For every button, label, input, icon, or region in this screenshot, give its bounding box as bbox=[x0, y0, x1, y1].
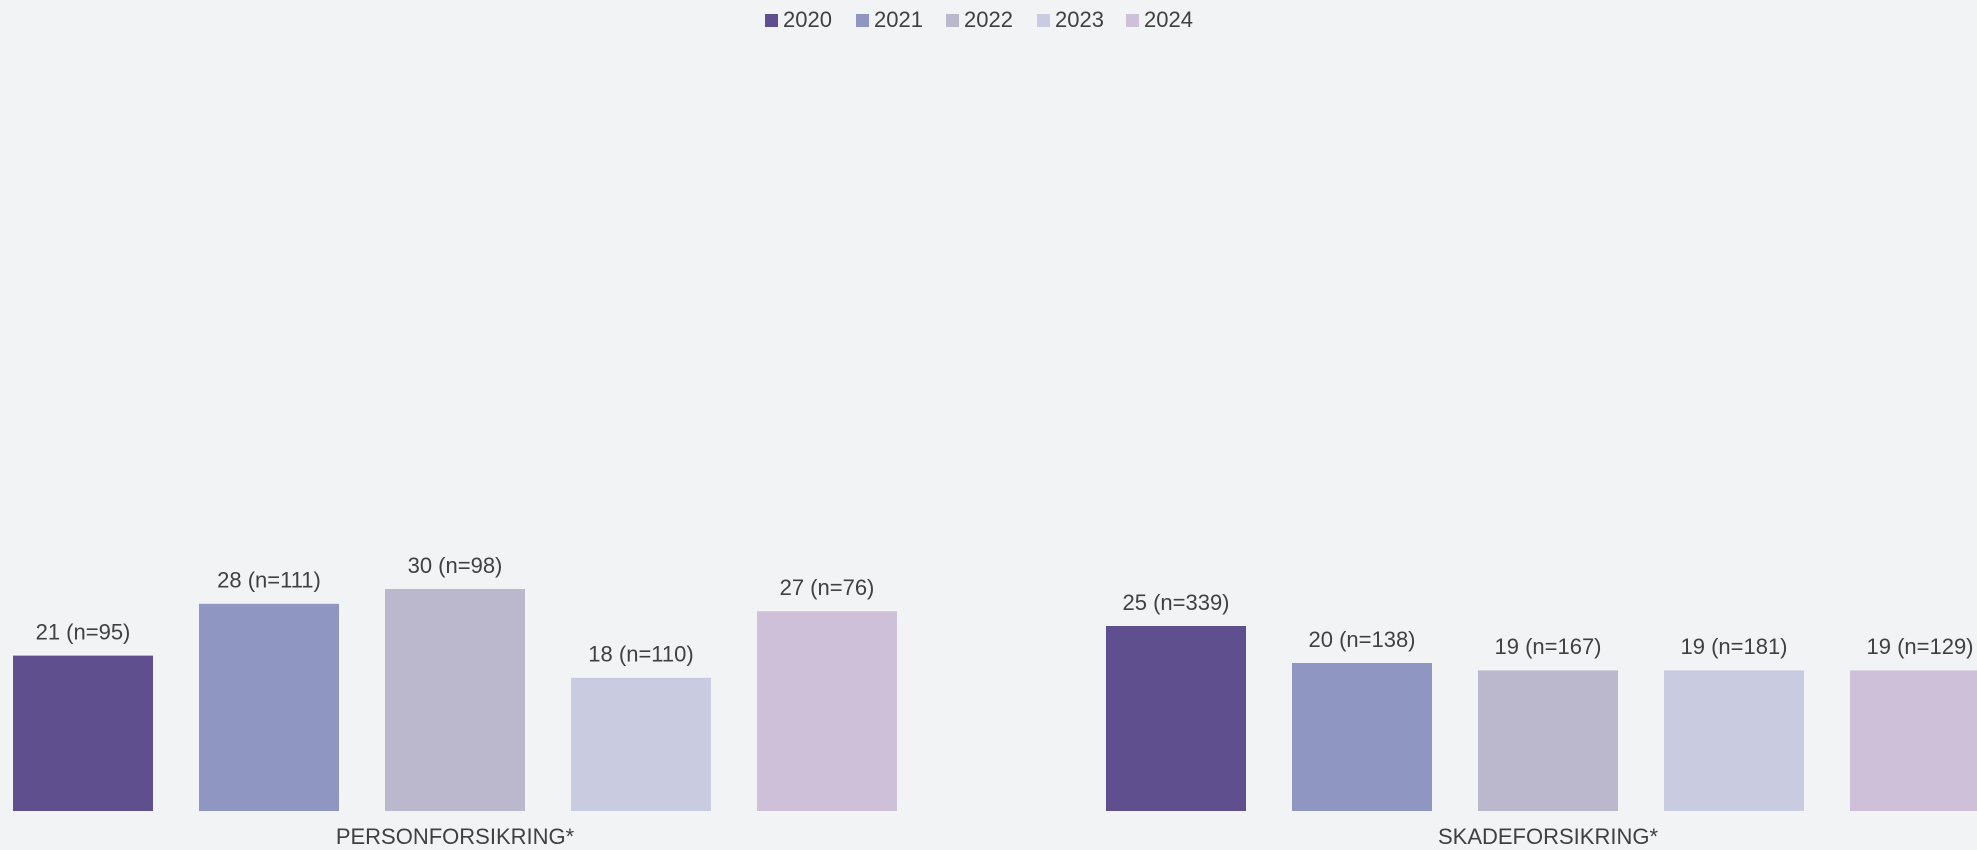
legend-label: 2020 bbox=[783, 7, 832, 32]
bar bbox=[571, 677, 711, 811]
bar bbox=[1292, 663, 1432, 811]
data-label: 19 (n=181) bbox=[1680, 634, 1787, 659]
legend-swatch bbox=[1126, 14, 1139, 27]
data-label: 27 (n=76) bbox=[780, 575, 875, 600]
data-label: 20 (n=138) bbox=[1308, 627, 1415, 652]
bar bbox=[1850, 670, 1977, 811]
bar bbox=[757, 611, 897, 811]
legend-label: 2022 bbox=[964, 7, 1013, 32]
legend-swatch bbox=[1037, 14, 1050, 27]
bar bbox=[13, 655, 153, 811]
bar bbox=[1478, 670, 1618, 811]
data-label: 19 (n=129) bbox=[1866, 634, 1973, 659]
legend-label: 2021 bbox=[874, 7, 923, 32]
data-label: 25 (n=339) bbox=[1122, 590, 1229, 615]
data-label: 19 (n=167) bbox=[1494, 634, 1601, 659]
data-label: 30 (n=98) bbox=[408, 553, 503, 578]
data-label: 18 (n=110) bbox=[588, 642, 693, 667]
data-label: 21 (n=95) bbox=[36, 619, 131, 644]
x-tick-label: PERSONFORSIKRING* bbox=[336, 824, 575, 849]
x-tick-label: SKADEFORSIKRING* bbox=[1438, 824, 1658, 849]
data-label: 28 (n=111) bbox=[217, 568, 321, 593]
legend-label: 2023 bbox=[1055, 7, 1104, 32]
legend-label: 2024 bbox=[1144, 7, 1193, 32]
bar bbox=[199, 603, 339, 811]
legend-swatch bbox=[765, 14, 778, 27]
bar bbox=[1106, 626, 1246, 811]
legend-swatch bbox=[946, 14, 959, 27]
bar bbox=[1664, 670, 1804, 811]
legend-swatch bbox=[856, 14, 869, 27]
bar bbox=[385, 589, 525, 811]
